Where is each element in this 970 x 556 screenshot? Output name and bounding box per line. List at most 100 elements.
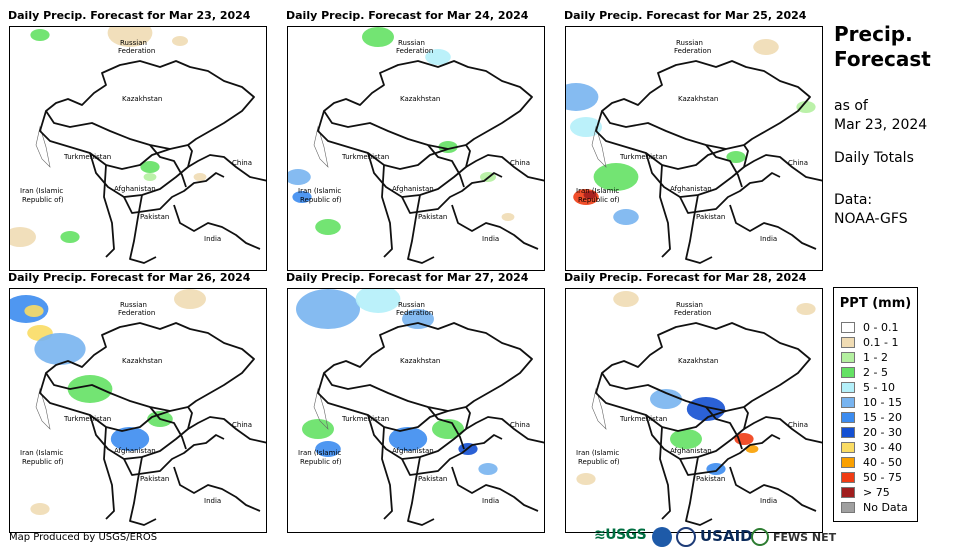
forecast-panel-mar-26: Daily Precip. Forecast for Mar 26, 2024 … [8, 271, 267, 533]
caspian-sea-outline [313, 387, 329, 430]
country-label: Republic of) [22, 196, 64, 204]
country-border [45, 322, 255, 412]
legend-swatch [841, 397, 855, 408]
country-label: Iran (Islamic [576, 449, 619, 457]
legend-label: 10 - 15 [863, 396, 902, 409]
precip-area [302, 419, 334, 439]
legend-swatch [841, 502, 855, 513]
precip-map: Russian Federation Kazakhstan Turkmenistan C… [9, 26, 267, 271]
precip-area [670, 429, 702, 449]
country-border [659, 426, 671, 520]
country-border [601, 60, 811, 150]
caspian-sea-outline [313, 125, 329, 168]
country-border [187, 154, 266, 182]
precip-area [34, 333, 86, 365]
precip-area [60, 231, 80, 243]
precip-area [172, 36, 188, 46]
country-border [743, 154, 822, 182]
legend-swatch [841, 367, 855, 378]
precip-area [753, 39, 779, 55]
country-label: China [232, 159, 252, 167]
country-border [645, 144, 749, 198]
country-border [89, 406, 193, 460]
precip-area [613, 291, 639, 307]
precip-area [501, 213, 515, 221]
precip-area [478, 463, 498, 475]
country-label: Pakistan [696, 213, 725, 221]
forecast-panel-mar-24: Daily Precip. Forecast for Mar 24, 2024 … [286, 9, 545, 271]
legend-title: PPT (mm) [839, 296, 912, 311]
precip-area [315, 441, 341, 457]
country-label: Republic of) [300, 458, 342, 466]
country-border [173, 204, 261, 250]
country-border [705, 406, 743, 450]
country-label: Kazakhstan [122, 95, 162, 103]
precip-map: Russian Federation Kazakhstan Turkmenistan C… [287, 288, 545, 533]
precip-area [110, 427, 150, 451]
country-label: Kazakhstan [400, 95, 440, 103]
country-border [149, 144, 187, 188]
country-border [743, 416, 822, 444]
country-label: Russian [120, 301, 147, 309]
caspian-sea-outline [35, 387, 51, 430]
caspian-sea-outline [591, 125, 607, 168]
country-label: India [760, 497, 777, 505]
precip-area [174, 289, 206, 309]
legend-swatch [841, 427, 855, 438]
precip-map: Russian Federation Kazakhstan Turkmenistan C… [9, 288, 267, 533]
precip-legend: PPT (mm) 0 - 0.1 0.1 - 1 1 - 2 2 - 5 5 -… [833, 287, 918, 522]
legend-label: 2 - 5 [863, 366, 888, 379]
country-label: Russian [398, 39, 425, 47]
precip-area [24, 305, 44, 317]
country-label: Turkmenistan [63, 153, 111, 161]
legend-swatch [841, 382, 855, 393]
precip-map: Russian Federation Kazakhstan Turkmenistan C… [287, 26, 545, 271]
precip-area [292, 191, 312, 203]
country-label: Iran (Islamic [298, 449, 341, 457]
precip-area [288, 169, 311, 185]
forecast-panel-mar-28: Daily Precip. Forecast for Mar 28, 2024 … [564, 271, 823, 533]
country-label: Russian [398, 301, 425, 309]
country-label: Turkmenistan [63, 415, 111, 423]
country-border [317, 372, 449, 432]
title-line-1: Precip. [834, 22, 913, 46]
country-border [381, 164, 393, 258]
legend-label: 0 - 0.1 [863, 321, 899, 334]
country-border [323, 60, 533, 150]
country-label: Federation [674, 47, 711, 55]
country-label: Turkmenistan [341, 153, 389, 161]
country-border [123, 434, 225, 476]
country-border [595, 110, 727, 170]
precip-area [432, 419, 464, 439]
country-border [103, 164, 115, 258]
forecast-panel-mar-27: Daily Precip. Forecast for Mar 27, 2024 … [286, 271, 545, 533]
credit-text: Map Produced by USGS/EROS [9, 532, 158, 543]
precip-area [107, 27, 153, 47]
precip-area [30, 503, 50, 515]
country-label: Federation [118, 309, 155, 317]
country-border [401, 434, 503, 476]
legend-swatch [841, 457, 855, 468]
precip-area [593, 163, 639, 191]
country-label: Russian [676, 301, 703, 309]
country-label: Iran (Islamic [298, 187, 341, 195]
country-label: Federation [396, 309, 433, 317]
panel-title: Daily Precip. Forecast for Mar 25, 2024 [564, 9, 807, 22]
precip-area [143, 173, 157, 181]
country-label: Federation [118, 47, 155, 55]
country-label: India [204, 497, 221, 505]
legend-swatch [841, 472, 855, 483]
precip-area [315, 219, 341, 235]
country-border [45, 60, 255, 150]
country-border [129, 456, 157, 526]
precip-area [570, 117, 602, 137]
country-label: India [482, 235, 499, 243]
panel-title: Daily Precip. Forecast for Mar 28, 2024 [564, 271, 807, 284]
legend-label: 5 - 10 [863, 381, 895, 394]
country-border [103, 426, 115, 520]
caspian-sea-outline [591, 387, 607, 430]
seal-icon [676, 527, 696, 547]
country-border [173, 466, 261, 512]
legend-swatch [841, 442, 855, 453]
